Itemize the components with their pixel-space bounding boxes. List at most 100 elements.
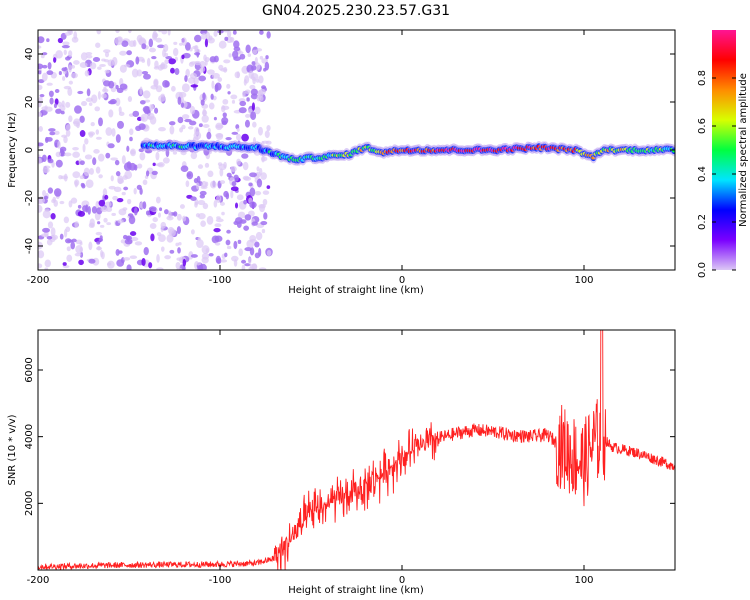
noise-cell [261,228,266,234]
noise-cell [59,200,65,205]
noise-cell [140,113,149,122]
noise-cell [96,241,101,245]
noise-cell [139,100,146,105]
noise-cell [251,221,258,226]
noise-cell [46,38,50,43]
noise-cell [95,166,101,174]
noise-cell [141,59,146,63]
noise-cell [38,111,42,117]
noise-cell [264,61,270,71]
noise-cell [38,241,43,250]
noise-cell [177,96,182,105]
snr-marks [38,330,675,570]
noise-cell [266,185,271,189]
noise-cell [57,141,61,149]
noise-cell [165,56,173,60]
noise-cell [190,151,198,160]
noise-cell [93,149,100,154]
noise-cell [233,240,238,250]
noise-cell [104,194,109,200]
noise-cell [66,254,73,262]
noise-cell [178,242,182,246]
noise-cell [138,123,146,131]
noise-cell [252,76,257,85]
noise-cell [85,97,93,103]
x-tick-label: -200 [27,275,50,286]
spectrogram-marks [38,30,675,270]
noise-cell [106,222,112,226]
noise-cell [98,199,106,207]
noise-cell [148,38,154,48]
noise-cell [208,252,214,257]
noise-cell [254,56,258,65]
noise-cell [197,264,204,270]
noise-cell [63,49,67,56]
noise-cell [231,181,237,187]
noise-cell [82,205,88,212]
noise-cell [175,262,181,269]
noise-cell [158,95,166,102]
noise-cell [252,49,258,55]
noise-cell [88,222,95,229]
noise-cell [152,30,158,40]
noise-cell [100,206,109,213]
noise-cell [250,111,257,120]
noise-cell [157,161,165,168]
noise-cell [164,59,169,65]
noise-cell [241,264,246,270]
noise-cell [254,191,262,196]
noise-cell [233,46,241,52]
noise-cell [61,67,67,72]
snr-y-axis: 2000 4000 6000 [24,357,675,516]
y-tick-label: 0 [24,147,35,153]
noise-cell [145,170,150,177]
noise-cell [133,187,137,195]
noise-cell [239,53,246,60]
noise-cell [248,182,253,187]
noise-cell [159,207,163,212]
noise-cell [39,93,45,98]
noise-cell [164,255,172,260]
noise-cell [136,184,142,190]
colorbar-scale [712,30,736,270]
noise-cell [86,88,91,97]
noise-cell [244,75,250,84]
noise-cell [202,124,210,128]
noise-cell [231,255,239,262]
snr-panel: 2000 4000 6000 -200 -100 0 100 Height of stra… [7,329,676,596]
noise-cell [61,134,68,138]
noise-cell [38,100,42,108]
noise-cell [68,50,73,58]
noise-cell [255,231,263,241]
noise-cell [38,142,44,147]
noise-cell [108,109,114,118]
noise-cell [54,88,60,94]
noise-cell [150,233,155,242]
noise-cell [245,44,251,54]
noise-cell [189,120,197,126]
noise-cell [98,174,103,179]
noise-cell [67,239,74,243]
noise-cell [79,130,86,138]
snr-frame [37,329,676,571]
noise-cell [157,44,165,49]
noise-cell [184,118,192,123]
noise-cell [187,126,194,130]
noise-cell [259,204,266,213]
noise-cell [47,158,54,164]
noise-cell [168,228,176,237]
snr-x-axis: -200 -100 0 100 [27,330,594,586]
noise-cell [63,173,68,182]
noise-cell [62,76,66,81]
noise-cell [95,231,102,236]
noise-cell [59,146,67,152]
noise-cell [231,131,239,135]
noise-cell [169,249,175,254]
noise-cell [55,108,62,114]
noise-cell [249,172,257,178]
noise-cell [79,175,85,180]
noise-cell [206,215,214,225]
noise-cell [215,255,222,264]
noise-cell [104,69,110,74]
noise-cell [51,161,55,168]
